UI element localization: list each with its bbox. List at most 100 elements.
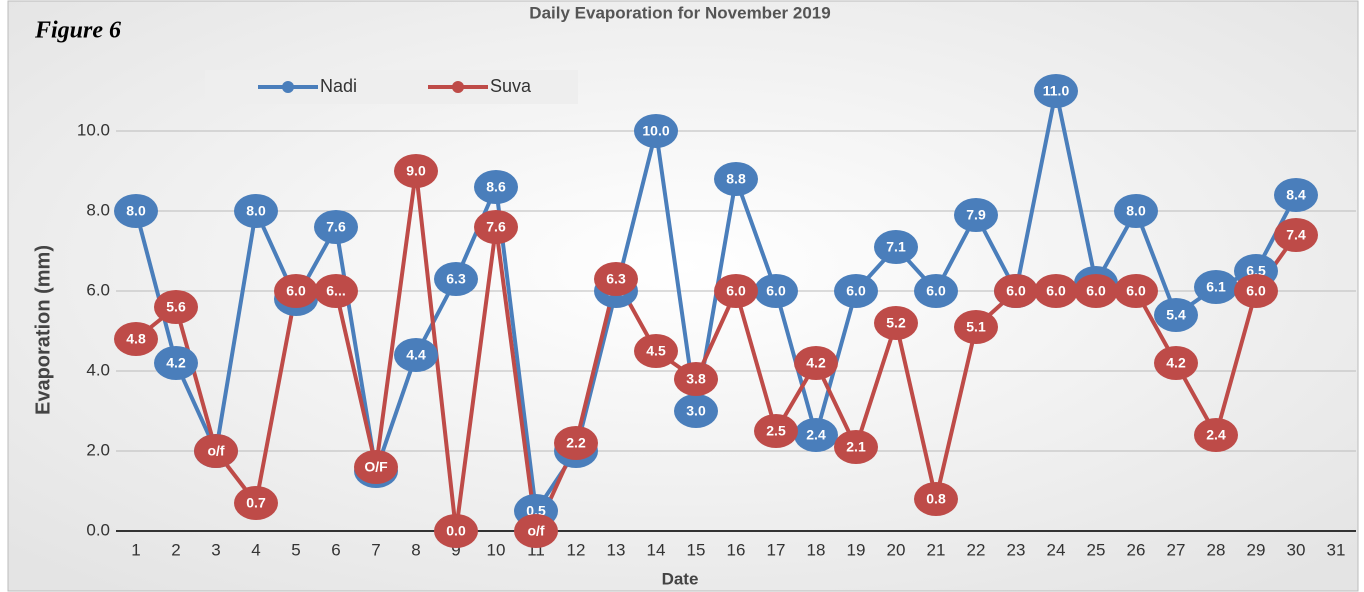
- data-label: 11.0: [1043, 83, 1070, 99]
- data-label: 7.1: [886, 239, 906, 255]
- data-label: 2.2: [566, 435, 586, 451]
- data-label: 6.0: [1046, 283, 1066, 299]
- data-label: 3.8: [686, 371, 706, 387]
- data-marker: [234, 486, 278, 520]
- data-marker: [314, 274, 358, 308]
- data-marker: [954, 198, 998, 232]
- data-label: 6.3: [446, 271, 466, 287]
- data-label: 4.2: [166, 355, 186, 371]
- data-marker: [634, 334, 678, 368]
- data-label: 6.0: [286, 283, 306, 299]
- data-label: 6.0: [926, 283, 946, 299]
- data-marker: [674, 362, 718, 396]
- data-label: 7.9: [966, 207, 986, 223]
- data-marker: [154, 290, 198, 324]
- data-marker: [1074, 274, 1118, 308]
- y-tick-label: 8.0: [86, 200, 110, 219]
- data-label: 6.1: [1206, 279, 1226, 295]
- data-marker: [114, 322, 158, 356]
- data-label: 6.0: [846, 283, 866, 299]
- data-label: 2.5: [766, 423, 786, 439]
- y-tick-label: 2.0: [86, 440, 110, 459]
- data-label: 6.3: [606, 271, 626, 287]
- x-tick-label: 1: [131, 540, 140, 559]
- data-label: 6.0: [1006, 283, 1026, 299]
- data-marker: [1034, 274, 1078, 308]
- data-marker: [554, 426, 598, 460]
- data-label: 5.1: [966, 319, 986, 335]
- data-marker: [1034, 74, 1078, 108]
- data-label: 6.0: [1246, 283, 1266, 299]
- y-tick-label: 6.0: [86, 280, 110, 299]
- data-marker: [714, 274, 758, 308]
- data-label: 5.6: [166, 299, 186, 315]
- y-tick-label: 0.0: [86, 520, 110, 539]
- data-marker: [674, 394, 718, 428]
- data-label: 0.8: [926, 491, 946, 507]
- x-tick-label: 22: [967, 540, 986, 559]
- data-label: 5.4: [1166, 307, 1186, 323]
- x-tick-label: 27: [1167, 540, 1186, 559]
- data-label: 8.0: [126, 203, 146, 219]
- x-tick-label: 13: [607, 540, 626, 559]
- x-tick-label: 16: [727, 540, 746, 559]
- data-marker: [874, 230, 918, 264]
- x-tick-label: 2: [171, 540, 180, 559]
- data-label: 2.4: [1206, 427, 1226, 443]
- x-tick-label: 25: [1087, 540, 1106, 559]
- x-tick-label: 10: [487, 540, 506, 559]
- data-marker: [594, 262, 638, 296]
- data-marker: [1154, 346, 1198, 380]
- data-label: 6.0: [766, 283, 786, 299]
- x-tick-label: 5: [291, 540, 300, 559]
- legend-label: Suva: [490, 76, 532, 96]
- x-tick-label: 17: [767, 540, 786, 559]
- x-tick-label: 31: [1327, 540, 1346, 559]
- data-label: 7.4: [1286, 227, 1306, 243]
- data-marker: [234, 194, 278, 228]
- x-tick-label: 3: [211, 540, 220, 559]
- data-label: 3.0: [686, 403, 706, 419]
- data-marker: [714, 162, 758, 196]
- x-tick-label: 7: [371, 540, 380, 559]
- data-marker: [474, 210, 518, 244]
- data-marker: [794, 346, 838, 380]
- x-tick-label: 26: [1127, 540, 1146, 559]
- data-marker: [154, 346, 198, 380]
- data-marker: [394, 338, 438, 372]
- chart-title: Daily Evaporation for November 2019: [529, 3, 830, 22]
- data-marker: [354, 450, 398, 484]
- x-tick-label: 12: [567, 540, 586, 559]
- data-label: 8.6: [486, 179, 506, 195]
- x-tick-label: 23: [1007, 540, 1026, 559]
- data-marker: [834, 274, 878, 308]
- data-label: 7.6: [486, 219, 506, 235]
- x-tick-label: 6: [331, 540, 340, 559]
- data-label: 0.0: [446, 523, 466, 539]
- data-label: 10.0: [642, 123, 669, 139]
- y-tick-label: 10.0: [77, 120, 110, 139]
- y-tick-label: 4.0: [86, 360, 110, 379]
- data-marker: [794, 418, 838, 452]
- data-marker: [434, 514, 478, 548]
- figure-label: Figure 6: [34, 18, 121, 44]
- data-marker: [114, 194, 158, 228]
- data-label: 6.0: [1086, 283, 1106, 299]
- data-label: 9.0: [406, 163, 426, 179]
- x-tick-label: 20: [887, 540, 906, 559]
- data-marker: [274, 274, 318, 308]
- data-marker: [1274, 218, 1318, 252]
- x-tick-label: 8: [411, 540, 420, 559]
- x-tick-label: 14: [647, 540, 666, 559]
- legend-marker: [282, 81, 294, 93]
- data-label: 8.8: [726, 171, 746, 187]
- data-label: 4.8: [126, 331, 146, 347]
- data-marker: [954, 310, 998, 344]
- data-marker: [634, 114, 678, 148]
- data-marker: [914, 274, 958, 308]
- data-label: 6...: [326, 283, 345, 299]
- data-marker: [434, 262, 478, 296]
- y-axis-label: Evaporation (mm): [32, 245, 54, 415]
- data-marker: [1194, 270, 1238, 304]
